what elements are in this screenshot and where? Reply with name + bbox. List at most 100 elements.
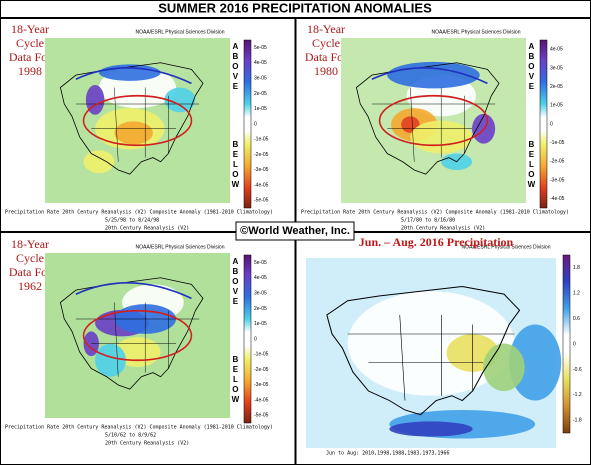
footer-text: 5/10/62 to 8/9/62 [105, 433, 156, 439]
outline-red [82, 309, 193, 362]
colorbar-tick-label: 5e-05 [254, 45, 267, 51]
colorbar-tick-label: 4e-05 [254, 60, 267, 66]
colorbar [243, 39, 252, 209]
colorbar-tick-label: 3e-05 [254, 76, 267, 82]
borders [347, 314, 515, 401]
map [45, 253, 230, 418]
map-background [45, 253, 230, 418]
colorbar-tick-label: 2e-05 [254, 306, 267, 312]
outline-blue [75, 282, 192, 300]
footer-text: Precipitation Rate 20th Century Reanalys… [5, 210, 273, 216]
below-label: BELOW [231, 140, 240, 190]
coastline [59, 277, 204, 390]
map-header: NOAA/ESRL Physical Sciences Division [431, 29, 520, 35]
colorbar-tick-label: 2e-05 [550, 84, 563, 90]
panel-label: 1962 [18, 279, 42, 293]
outline-red [82, 94, 193, 147]
colorbar [562, 254, 571, 434]
outline-red [378, 94, 489, 147]
outline-blue [75, 67, 192, 85]
colorbar-tick-label: -4e-05 [254, 397, 269, 403]
panel-label: Data For [9, 50, 51, 64]
panel-label: 1980 [314, 64, 338, 78]
colorbar-tick-label: 1e-05 [254, 321, 267, 327]
colorbar-tick-label: 0 [573, 341, 576, 347]
coastline [326, 286, 521, 416]
panel-label: 1998 [18, 64, 42, 78]
map [306, 258, 562, 448]
colorbar-tick-label: -5e-05 [254, 413, 269, 419]
coastline [59, 62, 204, 175]
footer-text: 5/17/80 to 8/16/80 [401, 218, 455, 224]
anomaly-area [509, 324, 562, 401]
colorbar-tick-label: -2e-05 [254, 367, 269, 373]
colorbar-tick-label: -4e-05 [254, 182, 269, 188]
title: SUMMER 2016 PRECIPITATION ANOMALIES [158, 0, 432, 15]
panel-label: Cycle [16, 251, 44, 265]
colorbar-tick-label: -1.8 [573, 418, 582, 424]
map [45, 38, 230, 203]
credit: ©World Weather, Inc. [240, 225, 350, 237]
colorbar-tick-label: -2e-05 [550, 159, 565, 165]
anomaly-area [114, 121, 153, 145]
map-header: NOAA/ESRL Physical Sciences Division [135, 244, 224, 250]
panel-label: Data For [9, 265, 51, 279]
footer-text: Jun to Aug: 2010,1998,1988,1983,1973,196… [326, 451, 449, 457]
colorbar-tick-label: -2e-05 [254, 152, 269, 158]
colorbar-tick-label: 4e-05 [550, 47, 563, 53]
borders [371, 87, 496, 162]
above-label: ABOVE [527, 42, 536, 92]
colorbar-tick-label: -3e-05 [550, 177, 565, 183]
coastline [355, 62, 500, 175]
outline-blue [371, 67, 488, 85]
panel-heading: Jun. – Aug. 2016 Precipitation [359, 235, 514, 249]
colorbar-tick-label: -0.6 [573, 367, 582, 373]
anomaly-area [389, 421, 473, 437]
panel-label: Cycle [312, 36, 340, 50]
map-header: NOAA/ESRL Physical Sciences Division [135, 29, 224, 35]
colorbar-tick-label: -1e-05 [254, 137, 269, 143]
footer-text: 20th Century Reanalysis (V2) [401, 226, 485, 232]
panel-label: Data For [305, 50, 347, 64]
panel-label: 18-Year [307, 22, 345, 36]
colorbar [243, 254, 252, 424]
above-label: ABOVE [231, 257, 240, 307]
colorbar-tick-label: 0.6 [573, 316, 580, 322]
footer-text: 5/25/98 to 8/24/98 [105, 218, 159, 224]
colorbar-tick-label: -4e-05 [550, 196, 565, 202]
panel-label: 18-Year [11, 237, 49, 251]
anomaly-area [95, 343, 126, 377]
footer-text: 20th Century Reanalysis (V2) [105, 226, 189, 232]
colorbar-tick-label: 1e-05 [254, 106, 267, 112]
colorbar-tick-label: 2e-05 [254, 91, 267, 97]
colorbar-tick-label: 3e-05 [254, 291, 267, 297]
colorbar-tick-label: 1.2 [573, 290, 580, 296]
colorbar-tick-label: -1.2 [573, 392, 582, 398]
above-label: ABOVE [231, 42, 240, 92]
colorbar-tick-label: 1e-05 [550, 103, 563, 109]
credit-box [235, 221, 355, 241]
colorbar [539, 39, 548, 209]
anomaly-area [83, 150, 115, 174]
colorbar-tick-label: 5e-05 [254, 260, 267, 266]
below-label: BELOW [527, 140, 536, 190]
colorbar-tick-label: 1.8 [573, 265, 580, 271]
borders [75, 302, 200, 377]
footer-text: 20th Century Reanalysis (V2) [105, 441, 189, 447]
colorbar-tick-label: -3e-05 [254, 167, 269, 173]
colorbar-tick-label: 0 [254, 121, 257, 127]
colorbar-tick-label: -1e-05 [254, 352, 269, 358]
colorbar-tick-label: -1e-05 [550, 140, 565, 146]
colorbar-tick-label: 0 [550, 121, 553, 127]
colorbar-tick-label: 0 [254, 336, 257, 342]
map [341, 38, 526, 203]
colorbar-tick-label: -3e-05 [254, 382, 269, 388]
colorbar-tick-label: -5e-05 [254, 198, 269, 204]
anomaly-area [483, 343, 525, 391]
footer-text: Precipitation Rate 20th Century Reanalys… [301, 210, 569, 216]
anomaly-area [164, 87, 196, 113]
panel-label: Cycle [16, 36, 44, 50]
borders [75, 87, 200, 162]
